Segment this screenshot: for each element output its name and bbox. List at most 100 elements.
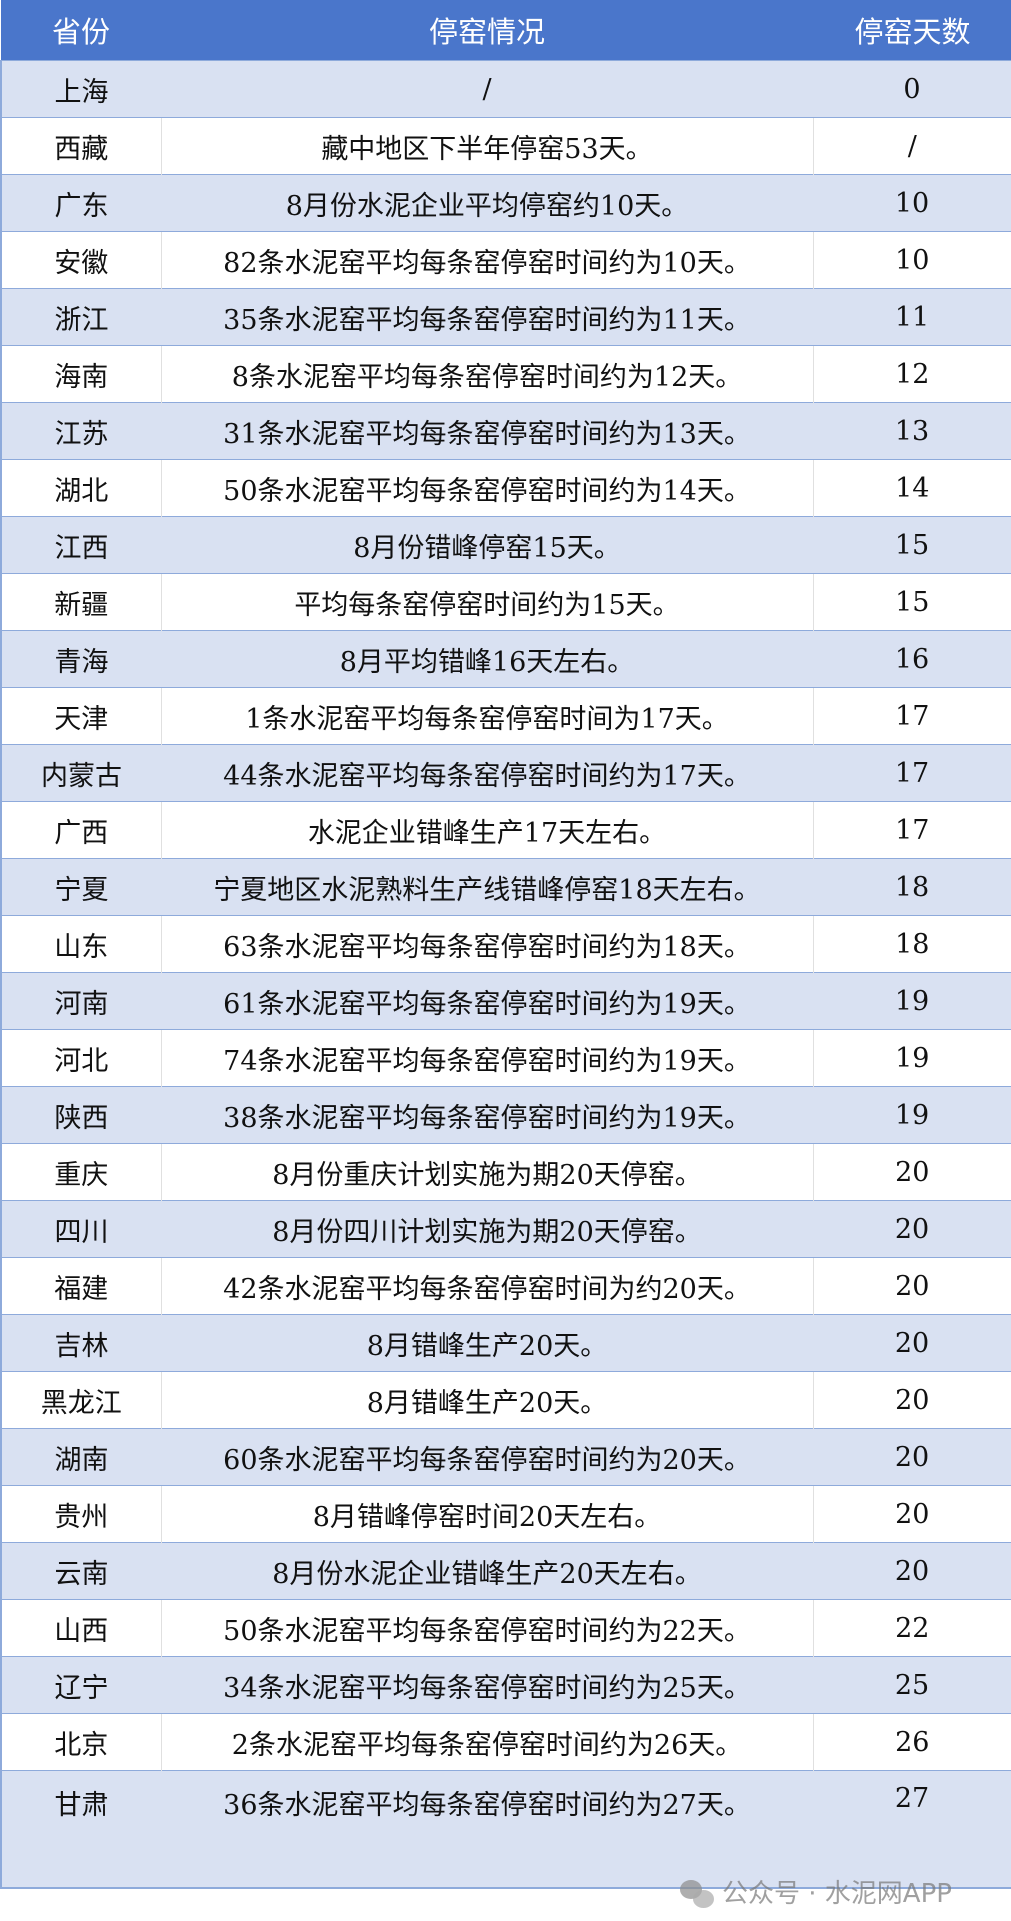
- watermark-text: 公众号 · 水泥网APP: [722, 1879, 952, 1909]
- table-row: 湖南 60条水泥窑平均每条窑停窑时间约为20天。 20: [0, 1428, 1011, 1486]
- table-row: 云南 8月份水泥企业错峰生产20天左右。 20: [0, 1542, 1011, 1600]
- table-row: 贵州 8月错峰停窑时间20天左右。 20: [0, 1485, 1011, 1543]
- days-cell: 20: [813, 1542, 1011, 1600]
- situation-cell: 水泥企业错峰生产17天左右。: [160, 801, 813, 859]
- province-cell: 陕西: [0, 1086, 161, 1144]
- province-cell: 重庆: [0, 1143, 161, 1201]
- table-row: 福建 42条水泥窑平均每条窑停窑时间为约20天。 20: [0, 1257, 1011, 1315]
- province-cell: 吉林: [0, 1314, 161, 1372]
- days-cell: /: [812, 117, 1011, 175]
- province-cell: 安徽: [0, 231, 161, 289]
- table-row: 上海/0: [0, 60, 1011, 118]
- table-row: 安徽 82条水泥窑平均每条窑停窑时间约为10天。 10: [0, 231, 1011, 289]
- province-cell: 江西: [0, 516, 161, 574]
- situation-cell: 63条水泥窑平均每条窑停窑时间约为18天。: [160, 915, 813, 973]
- province-cell: 海南: [0, 345, 161, 403]
- table-row: 四川 8月份四川计划实施为期20天停窑。 20: [0, 1200, 1011, 1258]
- days-cell: 22: [812, 1599, 1011, 1657]
- days-cell: 11: [813, 288, 1011, 346]
- table-row: 甘肃 36条水泥窑平均每条窑停窑时间约为27天。 27: [0, 1770, 1011, 1889]
- days-cell: 16: [813, 630, 1011, 688]
- situation-cell: 藏中地区下半年停窑53天。: [160, 117, 813, 175]
- situation-cell: 8月错峰停窑时间20天左右。: [160, 1485, 813, 1543]
- province-cell: 江苏: [0, 402, 161, 460]
- table-row: 内蒙古 44条水泥窑平均每条窑停窑时间约为17天。 17: [0, 744, 1011, 802]
- days-cell: 10: [813, 174, 1011, 232]
- situation-cell: 8月份重庆计划实施为期20天停窑。: [160, 1143, 813, 1201]
- situation-cell: 36条水泥窑平均每条窑停窑时间约为27天。: [161, 1770, 813, 1889]
- days-cell: 27: [813, 1770, 1011, 1889]
- days-cell: 17: [812, 801, 1011, 859]
- days-cell: 17: [812, 687, 1011, 745]
- table-row: 黑龙江 8月错峰生产20天。 20: [0, 1371, 1011, 1429]
- situation-cell: 74条水泥窑平均每条窑停窑时间约为19天。: [160, 1029, 813, 1087]
- situation-cell: 44条水泥窑平均每条窑停窑时间约为17天。: [161, 744, 813, 802]
- days-cell: 26: [812, 1713, 1011, 1771]
- days-cell: 19: [812, 1029, 1011, 1087]
- table-row: 宁夏 宁夏地区水泥熟料生产线错峰停窑18天左右。 18: [0, 858, 1011, 916]
- province-cell: 山东: [0, 915, 161, 973]
- situation-cell: 31条水泥窑平均每条窑停窑时间约为13天。: [161, 402, 813, 460]
- situation-cell: 50条水泥窑平均每条窑停窑时间约为14天。: [160, 459, 813, 517]
- province-cell: 浙江: [0, 288, 161, 346]
- table-row: 广西 水泥企业错峰生产17天左右。 17: [0, 801, 1011, 859]
- table-row: 陕西 38条水泥窑平均每条窑停窑时间约为19天。 19: [0, 1086, 1011, 1144]
- province-cell: 上海: [0, 60, 161, 118]
- situation-cell: 42条水泥窑平均每条窑停窑时间为约20天。: [160, 1257, 813, 1315]
- days-cell: 19: [813, 1086, 1011, 1144]
- province-cell: 广西: [0, 801, 161, 859]
- situation-cell: 8月份四川计划实施为期20天停窑。: [161, 1200, 813, 1258]
- days-cell: 20: [812, 1257, 1011, 1315]
- days-cell: 10: [812, 231, 1011, 289]
- province-cell: 福建: [0, 1257, 161, 1315]
- table-row: 江西 8月份错峰停窑15天。 15: [0, 516, 1011, 574]
- table-row: 新疆 平均每条窑停窑时间约为15天。 15: [0, 573, 1011, 631]
- header-row: 省份 停窑情况 停窑天数: [1, 0, 1011, 61]
- table-row: 浙江 35条水泥窑平均每条窑停窑时间约为11天。 11: [0, 288, 1011, 346]
- table-row: 江苏 31条水泥窑平均每条窑停窑时间约为13天。 13: [0, 402, 1011, 460]
- header-days: 停窑天数: [813, 0, 1011, 61]
- province-cell: 北京: [0, 1713, 161, 1771]
- province-cell: 新疆: [0, 573, 161, 631]
- days-cell: 18: [813, 858, 1011, 916]
- days-cell: 20: [812, 1485, 1011, 1543]
- table-row: 青海 8月平均错峰16天左右。 16: [0, 630, 1011, 688]
- province-cell: 青海: [0, 630, 161, 688]
- watermark: 公众号 · 水泥网APP: [680, 1879, 952, 1909]
- table-row: 山西 50条水泥窑平均每条窑停窑时间约为22天。 22: [0, 1599, 1011, 1657]
- days-cell: 18: [812, 915, 1011, 973]
- situation-cell: 8月平均错峰16天左右。: [161, 630, 813, 688]
- situation-cell: 50条水泥窑平均每条窑停窑时间约为22天。: [160, 1599, 813, 1657]
- days-cell: 20: [812, 1143, 1011, 1201]
- situation-cell: 34条水泥窑平均每条窑停窑时间约为25天。: [161, 1656, 813, 1714]
- days-cell: 20: [813, 1314, 1011, 1372]
- table-row: 北京 2条水泥窑平均每条窑停窑时间约为26天。 26: [0, 1713, 1011, 1771]
- situation-cell: 8月份水泥企业错峰生产20天左右。: [161, 1542, 813, 1600]
- province-cell: 湖南: [0, 1428, 161, 1486]
- situation-cell: 38条水泥窑平均每条窑停窑时间约为19天。: [161, 1086, 813, 1144]
- province-cell: 河南: [0, 972, 161, 1030]
- table-row: 西藏 藏中地区下半年停窑53天。 /: [0, 117, 1011, 175]
- province-cell: 四川: [0, 1200, 161, 1258]
- province-cell: 贵州: [0, 1485, 161, 1543]
- days-cell: 20: [813, 1428, 1011, 1486]
- province-cell: 天津: [0, 687, 161, 745]
- table-row: 河北 74条水泥窑平均每条窑停窑时间约为19天。 19: [0, 1029, 1011, 1087]
- situation-cell: 宁夏地区水泥熟料生产线错峰停窑18天左右。: [161, 858, 813, 916]
- situation-cell: /: [161, 60, 813, 118]
- table-row: 重庆 8月份重庆计划实施为期20天停窑。 20: [0, 1143, 1011, 1201]
- province-cell: 内蒙古: [0, 744, 161, 802]
- table-row: 河南 61条水泥窑平均每条窑停窑时间约为19天。 19: [0, 972, 1011, 1030]
- situation-cell: 8月错峰生产20天。: [161, 1314, 813, 1372]
- days-cell: 12: [812, 345, 1011, 403]
- situation-cell: 平均每条窑停窑时间约为15天。: [160, 573, 813, 631]
- province-cell: 宁夏: [0, 858, 161, 916]
- table-row: 广东 8月份水泥企业平均停窑约10天。 10: [0, 174, 1011, 232]
- days-cell: 15: [812, 573, 1011, 631]
- province-cell: 辽宁: [0, 1656, 161, 1714]
- situation-cell: 8月份错峰停窑15天。: [161, 516, 813, 574]
- situation-cell: 35条水泥窑平均每条窑停窑时间约为11天。: [161, 288, 813, 346]
- province-cell: 湖北: [0, 459, 161, 517]
- header-situation: 停窑情况: [161, 0, 813, 61]
